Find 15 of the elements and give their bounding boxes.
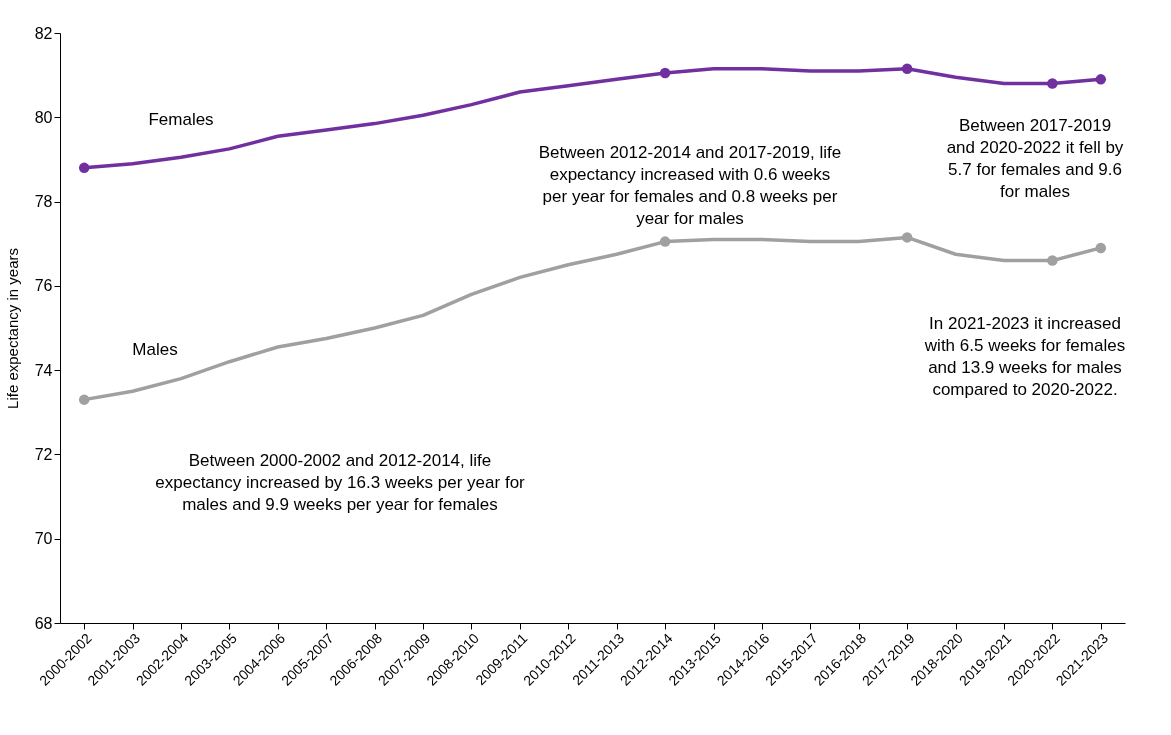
series-label: Females [148,110,214,130]
y-tick-label: 80 [34,108,53,126]
y-tick-label: 70 [34,530,53,548]
y-tick-label: 78 [34,193,53,211]
y-tick-label: 72 [34,445,53,463]
y-tick-label: 82 [34,24,53,42]
annotation: In 2021-2023 it increased with 6.5 weeks for females and 13.9 weeks for males compared to 2020-2022. [923,314,1126,399]
y-tick-label: 68 [34,614,53,632]
annotation: Between 2000-2002 and 2012-2014, life expectancy increased by 16.3 weeks per year for males and 9.9 weeks per year for females [155,451,526,514]
y-tick-label: 76 [34,277,53,295]
annotation: Between 2017-2019 and 2020-2022 it fell by 5.7 for females and 9.6 for males [946,116,1124,201]
series-label: Males [132,339,178,359]
y-axis-title: Life expectancy in years [3,248,21,409]
annotation: Between 2012-2014 and 2017-2019, life expectancy increased with 0.6 weeks per year for females and 0.8 weeks per year for males [538,143,842,228]
y-tick-label: 74 [34,361,53,379]
